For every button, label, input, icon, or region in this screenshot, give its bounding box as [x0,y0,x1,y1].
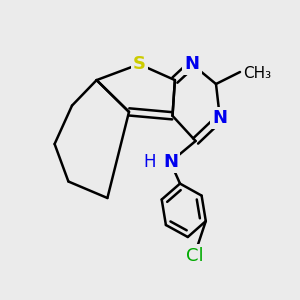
Text: H: H [144,153,156,171]
Text: N: N [163,153,178,171]
Text: N: N [184,55,200,73]
Text: S: S [133,55,146,73]
Text: N: N [212,109,227,127]
Text: Cl: Cl [186,247,204,265]
Text: CH₃: CH₃ [243,66,271,81]
